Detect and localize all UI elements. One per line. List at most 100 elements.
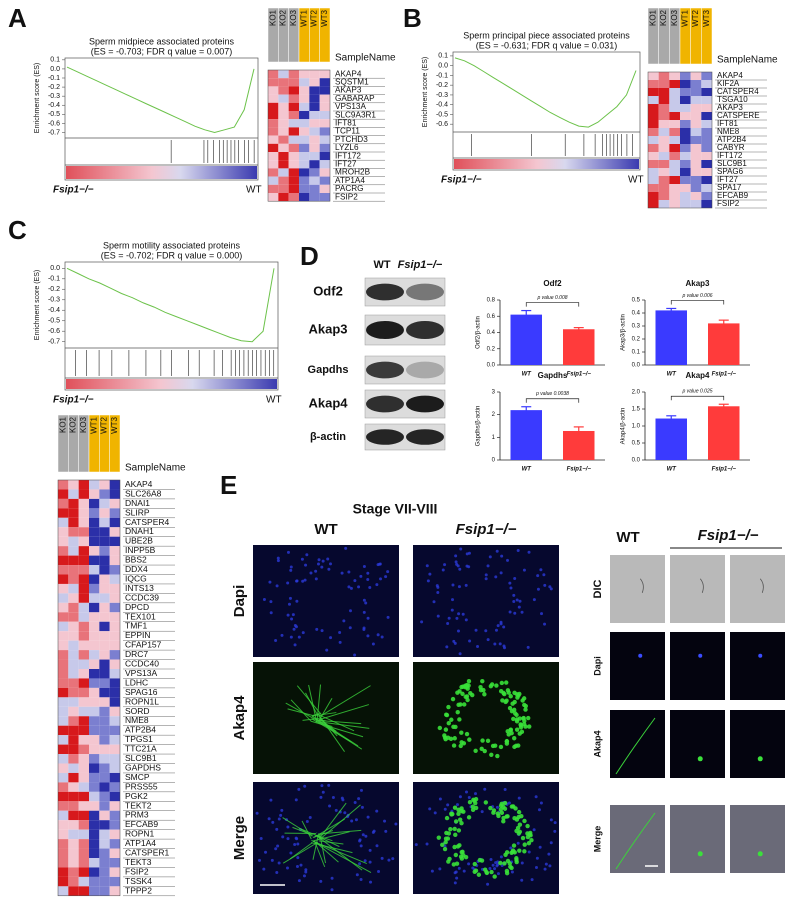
heat-cell <box>658 72 670 80</box>
gene-label: IQCG <box>125 573 147 583</box>
heat-cell <box>701 88 712 96</box>
akap4-signal <box>498 744 504 750</box>
heat-cell <box>68 555 79 566</box>
nucleus <box>467 565 471 569</box>
heat-cell <box>268 160 279 169</box>
heat-cell <box>99 517 110 528</box>
heat-cell <box>78 650 89 660</box>
akap4-signal <box>507 705 513 711</box>
heat-cell <box>68 574 79 584</box>
column-label: Fsip1−/− <box>698 527 759 544</box>
panel-label: E <box>220 470 237 500</box>
heat-cell <box>99 867 110 877</box>
nucleus <box>360 805 364 809</box>
heat-cell <box>89 574 100 584</box>
heat-cell <box>78 829 89 840</box>
blot-band <box>406 361 444 379</box>
micrograph <box>730 632 785 700</box>
nucleus <box>438 797 442 801</box>
heat-cell <box>68 669 79 679</box>
heat-cell <box>701 80 712 88</box>
heat-cell <box>89 725 100 736</box>
es-curve <box>454 57 637 128</box>
plot-frame <box>452 51 641 171</box>
akap4-signal <box>514 828 519 834</box>
y-tick-label: 1 <box>492 435 496 441</box>
y-axis-label: Akap3/β-actin <box>621 314 627 351</box>
gene-label: SPAG16 <box>125 687 158 697</box>
group-label: WT <box>246 185 262 196</box>
y-tick-label: -0.6 <box>48 120 60 127</box>
nucleus <box>512 593 516 597</box>
heat-cell <box>680 168 691 176</box>
heat-cell <box>58 735 69 745</box>
heat-cell <box>278 160 289 169</box>
blot-band <box>366 283 404 301</box>
nucleus <box>493 642 497 646</box>
heat-cell <box>99 574 110 584</box>
heat-cell <box>58 839 69 849</box>
nucleus <box>527 550 531 554</box>
heat-cell <box>68 706 79 717</box>
nucleus <box>425 564 429 568</box>
akap4-signal <box>480 678 485 684</box>
gene-label: FSIP2 <box>125 866 149 876</box>
heat-cell <box>680 128 691 136</box>
x-tick-label: Fsip1−/− <box>567 372 592 378</box>
nucleus <box>446 621 450 625</box>
akap4-signal <box>510 701 515 706</box>
heat-cell <box>288 168 299 177</box>
nucleus <box>516 841 520 845</box>
nucleus <box>338 640 342 644</box>
nucleus <box>343 811 347 815</box>
heat-cell <box>109 744 120 755</box>
nucleus <box>454 554 458 558</box>
heat-cell <box>78 508 89 518</box>
heat-cell <box>89 602 100 613</box>
nucleus <box>375 809 379 813</box>
heat-cell <box>299 78 310 87</box>
nucleus <box>264 850 268 854</box>
nucleus <box>279 813 283 817</box>
heat-cell <box>278 184 289 193</box>
heat-cell <box>68 848 79 858</box>
akap4-signal <box>489 869 494 875</box>
heat-cell <box>58 508 69 518</box>
heat-cell <box>58 782 69 792</box>
nucleus <box>353 579 357 583</box>
akap4-signal <box>529 838 534 843</box>
nucleus <box>483 787 487 791</box>
heat-cell <box>309 78 320 87</box>
akap4-signal <box>499 680 505 686</box>
nucleus <box>453 641 457 645</box>
heat-cell <box>109 867 120 877</box>
nucleus <box>491 863 495 867</box>
heat-cell <box>99 848 110 858</box>
heat-cell <box>299 70 310 79</box>
nucleus <box>364 834 368 838</box>
nucleus <box>513 576 517 580</box>
heat-cell <box>669 96 680 104</box>
nucleus <box>503 788 507 792</box>
panel-label: C <box>8 215 27 245</box>
chart-title: Akap3 <box>685 279 710 288</box>
heat-cell <box>99 706 110 717</box>
heat-cell <box>109 876 120 887</box>
nucleus <box>506 558 510 562</box>
heat-cell <box>658 192 670 200</box>
heat-cell <box>109 772 120 783</box>
nucleus <box>257 858 261 862</box>
heat-cell <box>690 200 702 208</box>
heat-cell <box>99 839 110 849</box>
micrograph <box>610 710 665 778</box>
heat-cell <box>288 193 299 202</box>
heat-cell <box>268 78 279 87</box>
akap4-signal <box>482 867 488 872</box>
heat-cell <box>109 555 120 566</box>
nucleus <box>458 795 462 799</box>
nucleus <box>274 638 278 642</box>
akap4-signal <box>463 683 468 689</box>
nucleus <box>476 645 480 649</box>
heat-cell <box>78 621 89 632</box>
sample-label: KO2 <box>659 9 668 26</box>
